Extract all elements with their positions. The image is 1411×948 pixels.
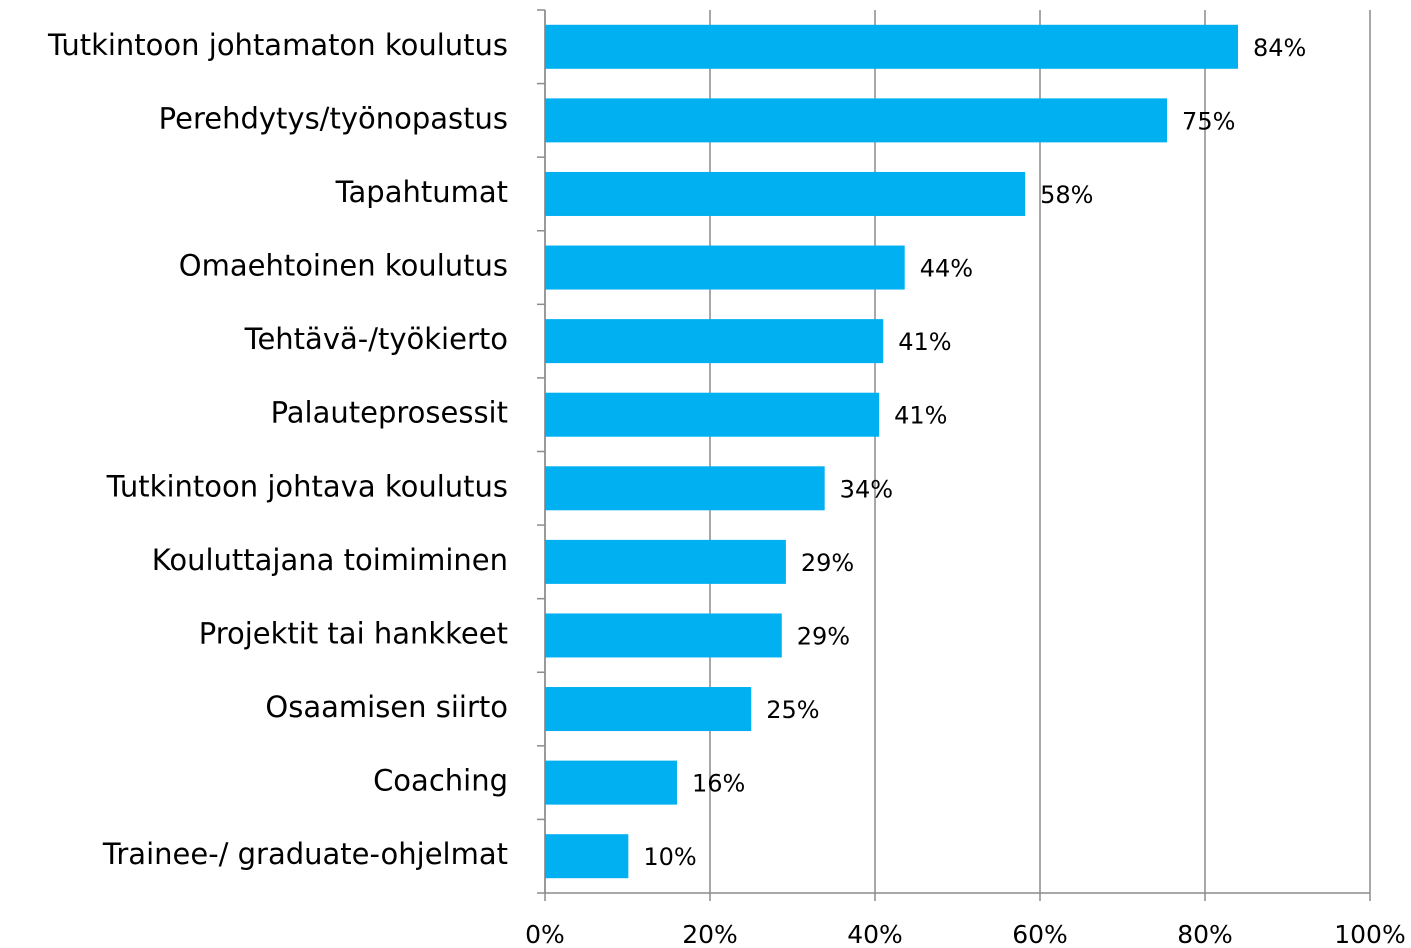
y-tick-label: Trainee-/ graduate-ohjelmat: [102, 837, 508, 871]
x-tick-label: 100%: [1334, 920, 1405, 948]
value-label: 41%: [898, 328, 951, 356]
y-tick-label: Tutkintoon johtava koulutus: [106, 469, 508, 503]
value-label: 84%: [1253, 34, 1306, 62]
y-tick-label: Osaamisen siirto: [265, 690, 508, 724]
value-label: 34%: [840, 475, 893, 503]
y-tick-label: Tapahtumat: [335, 175, 508, 209]
y-tick-label: Omaehtoinen koulutus: [179, 249, 508, 283]
x-tick-label: 80%: [1177, 920, 1233, 948]
x-tick-label: 60%: [1012, 920, 1068, 948]
value-label: 29%: [797, 622, 850, 650]
y-tick-label: Tutkintoon johtamaton koulutus: [47, 28, 508, 62]
value-label: 41%: [894, 402, 947, 430]
value-label: 58%: [1040, 181, 1093, 209]
value-label: 29%: [801, 549, 854, 577]
value-label: 10%: [643, 843, 696, 871]
bar: [545, 834, 629, 879]
y-tick-label: Coaching: [373, 764, 508, 798]
bar: [545, 392, 880, 437]
bar: [545, 613, 782, 658]
bar: [545, 687, 752, 732]
x-tick-label: 40%: [847, 920, 903, 948]
y-tick-label: Tehtävä-/työkierto: [244, 322, 508, 356]
y-tick-label: Projektit tai hankkeet: [199, 616, 508, 650]
value-label: 44%: [920, 255, 973, 283]
bar: [545, 466, 825, 511]
bar: [545, 24, 1238, 69]
value-label: 16%: [692, 770, 745, 798]
bar: [545, 539, 786, 584]
value-label: 75%: [1182, 107, 1235, 135]
y-tick-label: Palauteprosessit: [271, 396, 508, 430]
y-tick-label: Kouluttajana toimiminen: [152, 543, 508, 577]
x-tick-label: 0%: [525, 920, 565, 948]
bar: [545, 171, 1026, 216]
x-tick-label: 20%: [682, 920, 738, 948]
y-tick-label: Perehdytys/työnopastus: [159, 101, 508, 135]
bar: [545, 98, 1168, 143]
bar: [545, 319, 884, 364]
bar: [545, 760, 677, 805]
value-label: 25%: [766, 696, 819, 724]
bar: [545, 245, 905, 290]
